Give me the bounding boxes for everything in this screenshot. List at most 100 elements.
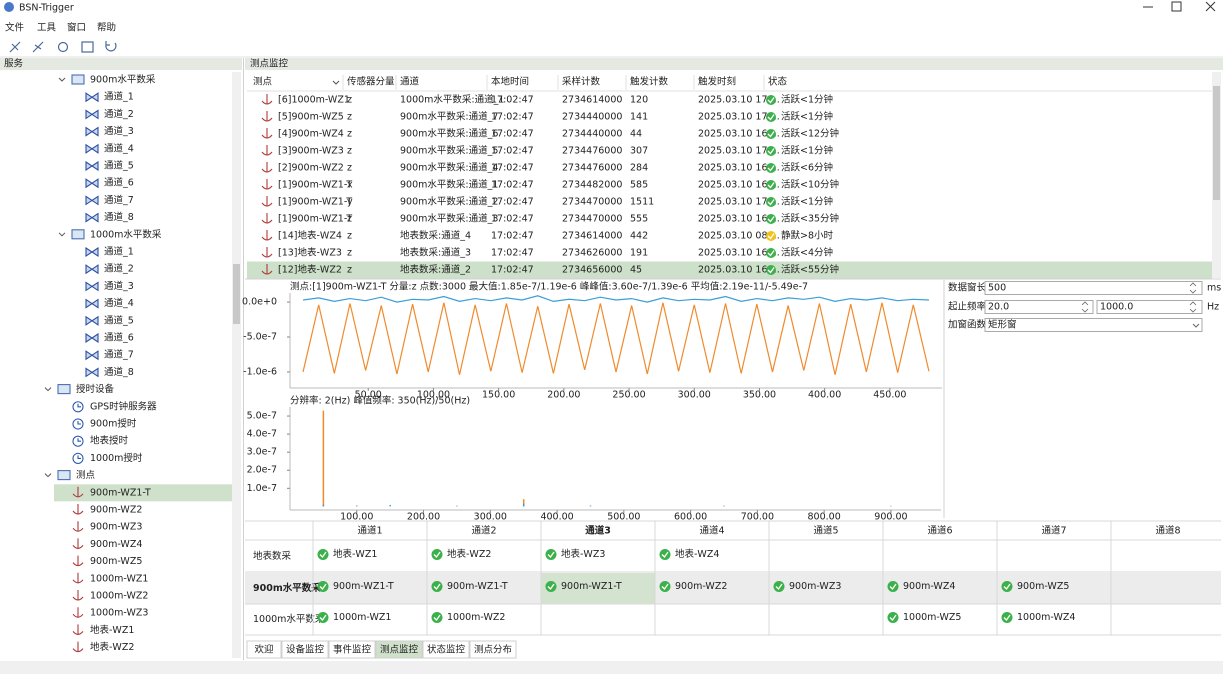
cell-status-icon	[660, 549, 671, 560]
tree-label[interactable]: 900m水平数采	[90, 74, 156, 86]
menu-item[interactable]: 文件	[5, 22, 25, 34]
table-header: 触发时刻	[698, 76, 736, 88]
tree-label[interactable]: 通道_2	[104, 108, 134, 120]
tree-scroll-thumb[interactable]	[233, 264, 240, 324]
tree-label[interactable]: 地表授时	[90, 435, 129, 447]
table-cell[interactable]: [6]1000m-WZ1	[278, 95, 350, 106]
table-cell: 44	[630, 129, 642, 140]
tab-label[interactable]: 状态监控	[427, 644, 466, 656]
grid-cell[interactable]: 地表-WZ4	[675, 548, 719, 560]
table-cell: x	[347, 180, 353, 191]
tree-label[interactable]: 地表-WZ1	[90, 624, 134, 636]
grid-cell[interactable]: 地表-WZ3	[561, 548, 605, 560]
tab-label[interactable]: 测点分布	[474, 644, 512, 656]
tree-label[interactable]: 通道_5	[104, 160, 134, 172]
tree-label[interactable]: 通道_6	[104, 177, 134, 189]
y-tick-label: 0.0e+0	[242, 297, 277, 308]
table-cell: 17:02:47	[491, 146, 534, 157]
table-cell[interactable]: [12]地表-WZ2	[278, 264, 342, 276]
grid-cell[interactable]: 1000m-WZ1	[333, 612, 391, 623]
tree-label[interactable]: 通道_4	[104, 297, 134, 309]
table-cell[interactable]: [1]900m-WZ1-T	[278, 180, 352, 191]
tree-label[interactable]: 900m授时	[90, 418, 137, 430]
tree-label[interactable]: 地表-WZ2	[90, 641, 134, 653]
tree-label[interactable]: 1000m-WZ3	[90, 608, 148, 619]
tree-label[interactable]: 通道_4	[104, 142, 134, 154]
tree-label[interactable]: 通道_5	[104, 314, 134, 326]
table-cell[interactable]: [4]900m-WZ4	[278, 129, 344, 140]
menu-item[interactable]: 窗口	[67, 22, 86, 34]
tree-label[interactable]: 通道_6	[104, 332, 134, 344]
grid-cell[interactable]: 900m-WZ2	[675, 581, 727, 592]
grid-cell[interactable]: 1000m-WZ4	[1017, 612, 1075, 623]
grid-cell[interactable]: 900m-WZ1-T	[447, 581, 508, 592]
tree-label[interactable]: 通道_1	[104, 246, 134, 258]
table-cell[interactable]: [14]地表-WZ4	[278, 230, 342, 242]
tree-label[interactable]: 测点	[76, 470, 96, 481]
table-cell[interactable]: [3]900m-WZ3	[278, 146, 344, 157]
table-cell: 活跃<1分钟	[781, 145, 833, 157]
grid-cell[interactable]: 地表-WZ2	[447, 548, 491, 560]
menu-item[interactable]: 工具	[37, 23, 57, 34]
tree-label[interactable]: 900m-WZ4	[90, 539, 142, 550]
status-icon	[766, 163, 776, 173]
menu-item[interactable]: 帮助	[97, 22, 116, 34]
window-function-select[interactable]	[985, 319, 1202, 332]
tree-label[interactable]: 通道_3	[104, 125, 134, 137]
table-cell: 2734614000	[562, 231, 622, 242]
tree-label[interactable]: 通道_3	[104, 280, 134, 292]
grid-row-label: 1000m水平数采	[253, 613, 325, 625]
tree-label[interactable]: 通道_8	[104, 211, 134, 223]
tree-label[interactable]: 通道_8	[104, 366, 134, 378]
tree-label[interactable]: 1000m水平数采	[90, 228, 162, 240]
table-cell: 2734626000	[562, 248, 622, 259]
table-cell: 活跃<1分钟	[781, 94, 833, 106]
tree-label[interactable]: 1000m-WZ2	[90, 591, 148, 602]
tree-label[interactable]: GPS时钟服务器	[90, 400, 157, 412]
table-header: 测点	[253, 77, 273, 88]
tab-label[interactable]: 设备监控	[286, 644, 325, 656]
tree-label[interactable]: 900m-WZ3	[90, 522, 142, 533]
cell-status-icon	[318, 549, 329, 560]
table-cell[interactable]: [2]900m-WZ2	[278, 163, 344, 174]
status-icon	[766, 197, 776, 207]
tab-label[interactable]: 测点监控	[380, 644, 419, 656]
x-tick-label: 250.00	[612, 390, 645, 401]
grid-cell[interactable]: 1000m-WZ5	[903, 612, 961, 623]
tree-label[interactable]: 通道_2	[104, 263, 134, 275]
table-scroll-thumb[interactable]	[1213, 86, 1220, 200]
table-cell: 307	[630, 146, 648, 157]
table-cell: 2734656000	[562, 265, 622, 276]
grid-cell[interactable]: 900m-WZ3	[789, 581, 841, 592]
window-length-input[interactable]	[985, 282, 1202, 295]
tree-label[interactable]: 通道_7	[104, 194, 134, 206]
table-cell[interactable]: [5]900m-WZ5	[278, 112, 344, 123]
right-panel-title: 测点监控	[250, 58, 289, 70]
tab-label[interactable]: 事件监控	[333, 644, 372, 656]
grid-cell[interactable]: 900m-WZ4	[903, 581, 955, 592]
grid-header: 通道3	[585, 525, 611, 537]
table-cell[interactable]: [13]地表-WZ3	[278, 247, 342, 259]
tab-label[interactable]: 欢迎	[254, 644, 274, 656]
grid-cell[interactable]: 1000m-WZ2	[447, 612, 505, 623]
y-tick-label: 4.0e-7	[247, 429, 277, 440]
table-cell[interactable]: [1]900m-WZ1-T	[278, 214, 352, 225]
tree-label[interactable]: 900m-WZ5	[90, 556, 142, 567]
tree-label[interactable]: 通道_7	[104, 349, 134, 361]
table-cell[interactable]: [1]900m-WZ1-T	[278, 197, 352, 208]
grid-cell[interactable]: 900m-WZ1-T	[561, 581, 622, 592]
tree-label[interactable]: 1000m授时	[90, 452, 143, 464]
y-tick-label: 3.0e-7	[247, 447, 277, 458]
grid-cell[interactable]: 地表-WZ1	[333, 548, 377, 560]
tree-label[interactable]: 通道_1	[104, 91, 134, 103]
y-tick-label: 2.0e-7	[247, 465, 277, 476]
tree-label[interactable]: 900m-WZ1-T	[90, 487, 151, 498]
grid-cell[interactable]: 900m-WZ1-T	[333, 581, 394, 592]
table-header: 触发计数	[630, 76, 669, 88]
tree-label[interactable]: 900m-WZ2	[90, 505, 142, 516]
grid-header: 通道8	[1155, 525, 1180, 537]
tree-label[interactable]: 授时设备	[76, 383, 115, 395]
tree-label[interactable]: 1000m-WZ1	[90, 573, 148, 584]
grid-cell[interactable]: 900m-WZ5	[1017, 581, 1069, 592]
cell-status-icon	[318, 581, 329, 592]
